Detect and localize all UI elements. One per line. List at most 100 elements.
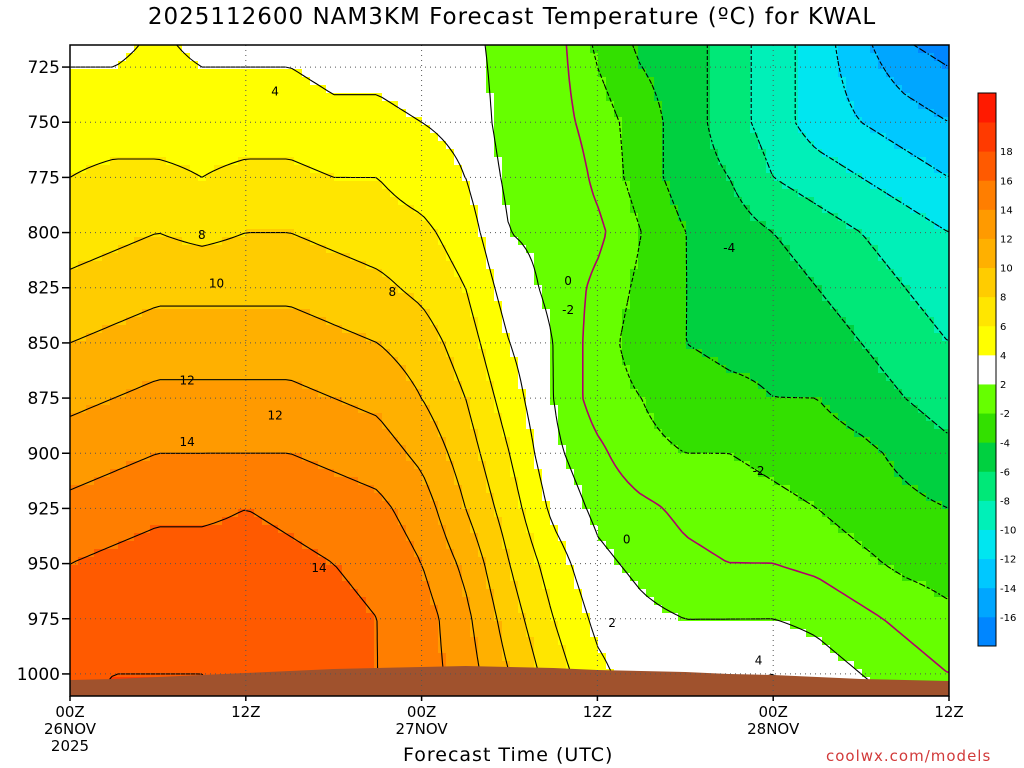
- field-cell: [390, 429, 399, 438]
- field-cell: [534, 413, 543, 422]
- field-cell: [166, 557, 175, 566]
- field-cell: [278, 133, 287, 142]
- field-cell: [302, 445, 311, 454]
- field-cell: [206, 509, 215, 518]
- field-cell: [198, 621, 207, 630]
- field-cell: [510, 421, 519, 430]
- field-cell: [118, 541, 127, 550]
- field-cell: [326, 157, 335, 166]
- field-cell: [198, 477, 207, 486]
- field-cell: [190, 301, 199, 310]
- field-cell: [262, 621, 271, 630]
- field-cell: [70, 477, 79, 486]
- field-cell: [382, 485, 391, 494]
- field-cell: [174, 165, 183, 174]
- field-cell: [342, 141, 351, 150]
- field-cell: [246, 141, 255, 150]
- field-cell: [406, 61, 415, 70]
- field-cell: [174, 493, 183, 502]
- field-cell: [222, 261, 231, 270]
- field-cell: [350, 437, 359, 446]
- field-cell: [278, 557, 287, 566]
- field-cell: [158, 85, 167, 94]
- field-cell: [438, 397, 447, 406]
- field-cell: [94, 221, 103, 230]
- field-cell: [246, 229, 255, 238]
- field-cell: [230, 117, 239, 126]
- field-cell: [502, 77, 511, 86]
- field-cell: [382, 221, 391, 230]
- field-cell: [182, 309, 191, 318]
- field-cell: [518, 213, 527, 222]
- field-cell: [270, 357, 279, 366]
- field-cell: [158, 357, 167, 366]
- field-cell: [494, 269, 503, 278]
- field-cell: [246, 165, 255, 174]
- field-cell: [550, 77, 559, 86]
- field-cell: [342, 517, 351, 526]
- field-cell: [366, 525, 375, 534]
- field-cell: [206, 61, 215, 70]
- field-cell: [222, 165, 231, 174]
- field-cell: [294, 125, 303, 134]
- field-cell: [510, 125, 519, 134]
- field-cell: [478, 317, 487, 326]
- field-cell: [118, 293, 127, 302]
- field-cell: [270, 149, 279, 158]
- field-cell: [166, 581, 175, 590]
- field-cell: [358, 285, 367, 294]
- field-cell: [126, 509, 135, 518]
- field-cell: [198, 293, 207, 302]
- field-cell: [182, 325, 191, 334]
- field-cell: [126, 333, 135, 342]
- field-cell: [350, 493, 359, 502]
- field-cell: [502, 53, 511, 62]
- field-cell: [326, 301, 335, 310]
- field-cell: [126, 445, 135, 454]
- field-cell: [166, 109, 175, 118]
- field-cell: [502, 381, 511, 390]
- field-cell: [390, 373, 399, 382]
- field-cell: [70, 437, 79, 446]
- field-cell: [478, 581, 487, 590]
- field-cell: [230, 205, 239, 214]
- field-cell: [230, 93, 239, 102]
- field-cell: [550, 501, 559, 510]
- field-cell: [430, 485, 439, 494]
- field-cell: [342, 549, 351, 558]
- field-cell: [478, 445, 487, 454]
- field-cell: [102, 85, 111, 94]
- field-cell: [182, 573, 191, 582]
- field-cell: [310, 365, 319, 374]
- field-cell: [94, 469, 103, 478]
- field-cell: [166, 621, 175, 630]
- field-cell: [78, 197, 87, 206]
- field-cell: [286, 189, 295, 198]
- field-cell: [142, 53, 151, 62]
- field-cell: [262, 509, 271, 518]
- field-cell: [302, 533, 311, 542]
- field-cell: [478, 557, 487, 566]
- field-cell: [494, 261, 503, 270]
- field-cell: [446, 237, 455, 246]
- field-cell: [454, 357, 463, 366]
- field-cell: [310, 477, 319, 486]
- field-cell: [278, 253, 287, 262]
- field-cell: [134, 581, 143, 590]
- field-cell: [454, 509, 463, 518]
- field-cell: [542, 421, 551, 430]
- field-cell: [294, 581, 303, 590]
- field-cell: [182, 293, 191, 302]
- field-cell: [398, 453, 407, 462]
- field-cell: [526, 381, 535, 390]
- field-cell: [182, 541, 191, 550]
- field-cell: [78, 613, 87, 622]
- field-cell: [182, 341, 191, 350]
- field-cell: [182, 605, 191, 614]
- field-cell: [350, 405, 359, 414]
- field-cell: [174, 69, 183, 78]
- field-cell: [174, 189, 183, 198]
- field-cell: [70, 253, 79, 262]
- field-cell: [550, 93, 559, 102]
- field-cell: [142, 637, 151, 646]
